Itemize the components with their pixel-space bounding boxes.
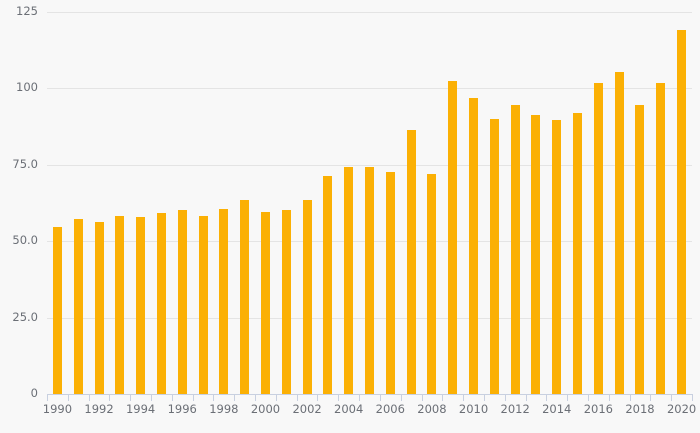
- x-axis-tick-label: 1990: [42, 402, 73, 416]
- bar[interactable]: [573, 112, 583, 394]
- x-axis-tick: [88, 394, 90, 401]
- x-axis-tick: [525, 394, 527, 401]
- y-axis-tick-label: 125: [16, 4, 38, 18]
- x-axis-tick: [692, 394, 693, 401]
- x-axis-tick: [275, 394, 277, 401]
- x-axis-line: [47, 394, 692, 395]
- x-axis-tick: [400, 394, 402, 401]
- x-axis-tick: [109, 394, 111, 401]
- x-axis-tick-label: 2006: [375, 402, 405, 416]
- bar[interactable]: [469, 98, 479, 394]
- bar[interactable]: [614, 72, 624, 394]
- bar[interactable]: [115, 216, 125, 394]
- x-axis-tick: [255, 394, 257, 401]
- x-axis-tick-label: 2012: [500, 402, 530, 416]
- x-axis-tick-label: 2002: [292, 402, 322, 416]
- bar[interactable]: [94, 221, 104, 394]
- gridline: [47, 164, 692, 166]
- gridline: [47, 12, 692, 13]
- bar[interactable]: [635, 105, 645, 394]
- x-axis-tick: [608, 394, 610, 401]
- bar[interactable]: [73, 219, 83, 394]
- bar[interactable]: [385, 171, 395, 394]
- x-axis-tick: [546, 394, 548, 401]
- x-axis-tick: [671, 394, 673, 401]
- x-axis-tick: [213, 394, 215, 401]
- x-axis-tick-label: 2004: [334, 402, 364, 416]
- gridline: [47, 88, 692, 90]
- x-axis-tick: [192, 394, 194, 401]
- bar[interactable]: [531, 115, 541, 394]
- x-axis-tick: [338, 394, 340, 401]
- bar[interactable]: [260, 212, 270, 394]
- x-axis-tick: [171, 394, 173, 401]
- bar[interactable]: [365, 166, 374, 394]
- x-axis-tick-label: 2014: [542, 402, 572, 416]
- x-axis-tick: [359, 394, 361, 401]
- x-axis-tick-label: 2020: [666, 402, 697, 416]
- bar[interactable]: [136, 217, 146, 394]
- x-axis-tick-label: 1994: [125, 402, 156, 416]
- y-axis-tick-label: 75.0: [12, 156, 38, 171]
- x-axis-tick-label: 2008: [417, 402, 447, 416]
- bar[interactable]: [593, 82, 603, 394]
- x-axis-tick: [234, 394, 236, 401]
- y-axis-tick-label: 100: [16, 80, 38, 95]
- x-axis-tick: [504, 394, 506, 401]
- bar[interactable]: [448, 80, 458, 394]
- x-axis-tick: [442, 394, 444, 401]
- plot-area: [47, 12, 692, 394]
- x-axis-tick-label: 2018: [625, 402, 655, 416]
- bar[interactable]: [677, 30, 687, 394]
- x-axis-tick: [47, 394, 48, 401]
- x-axis-tick: [587, 394, 589, 401]
- bar[interactable]: [510, 105, 520, 394]
- bar[interactable]: [281, 210, 291, 394]
- y-axis-tick-label: 50.0: [12, 233, 38, 248]
- x-axis-tick-label: 2000: [250, 402, 281, 416]
- bar[interactable]: [427, 174, 437, 394]
- bar[interactable]: [302, 200, 312, 394]
- y-axis-tick-label: 25.0: [12, 309, 38, 324]
- x-axis-tick: [463, 394, 465, 401]
- x-axis-tick-label: 1998: [209, 402, 239, 416]
- bar[interactable]: [219, 208, 229, 394]
- bar[interactable]: [156, 213, 166, 394]
- x-axis-tick: [317, 394, 319, 401]
- x-axis-tick: [650, 394, 652, 401]
- x-axis-tick: [629, 394, 631, 401]
- bar[interactable]: [489, 118, 499, 394]
- bar[interactable]: [406, 129, 416, 394]
- x-axis-tick: [296, 394, 298, 401]
- x-axis-tick-label: 1996: [167, 402, 197, 416]
- bar[interactable]: [656, 82, 666, 394]
- x-axis-tick: [151, 394, 153, 401]
- x-axis-tick: [483, 394, 485, 401]
- x-axis-tick: [421, 394, 423, 401]
- y-axis: 125 100 75.0 50.0 25.0 0: [0, 5, 38, 398]
- x-axis-tick: [379, 394, 381, 401]
- bar[interactable]: [177, 210, 187, 394]
- x-axis-tick-label: 1992: [84, 402, 114, 416]
- bar[interactable]: [198, 215, 208, 394]
- bar[interactable]: [344, 166, 354, 394]
- bar[interactable]: [52, 226, 62, 394]
- bar[interactable]: [323, 176, 333, 394]
- bar[interactable]: [552, 119, 562, 394]
- x-axis-tick-label: 2010: [458, 402, 489, 416]
- x-axis-tick: [67, 394, 69, 401]
- bar[interactable]: [240, 199, 250, 394]
- x-axis-tick: [130, 394, 132, 401]
- y-axis-tick-label: 0: [30, 386, 38, 400]
- x-axis-tick-label: 2016: [583, 402, 613, 416]
- x-axis-tick: [567, 394, 569, 401]
